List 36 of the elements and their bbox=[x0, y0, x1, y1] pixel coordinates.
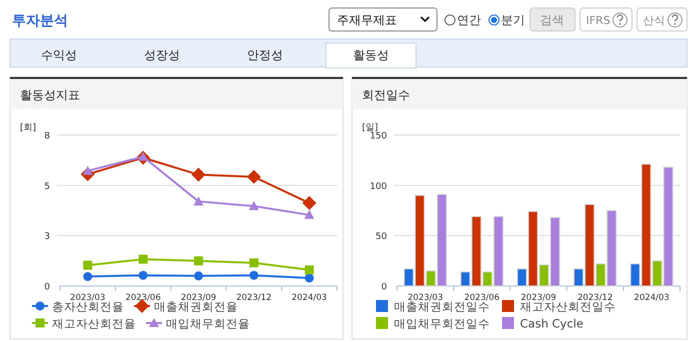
point bbox=[304, 265, 314, 274]
legend-label: 매입채무회전일수 bbox=[394, 316, 490, 330]
chart-title: 활동성지표 bbox=[20, 88, 80, 102]
point bbox=[304, 273, 314, 282]
point bbox=[194, 256, 203, 266]
point bbox=[83, 260, 92, 270]
y-tick-label: 150 bbox=[370, 132, 388, 142]
point bbox=[192, 168, 206, 182]
y-axis-title: [일] bbox=[362, 123, 378, 133]
y-axis-title: [회] bbox=[20, 123, 36, 133]
point bbox=[138, 270, 148, 280]
point bbox=[249, 270, 258, 280]
point bbox=[304, 210, 314, 219]
point bbox=[138, 254, 148, 264]
x-tick-label: 2024/03 bbox=[634, 293, 670, 303]
point bbox=[246, 170, 261, 184]
y-tick-label: 0 bbox=[44, 282, 50, 292]
legend-label: 재고자산회전율 bbox=[52, 316, 136, 330]
x-tick-label: 2023/12 bbox=[236, 293, 272, 303]
legend-label: 매입채무회전율 bbox=[166, 316, 250, 330]
y-tick-label: 0 bbox=[381, 282, 388, 292]
chart-title: 회전일수 bbox=[362, 88, 410, 102]
page-header: 투자분석 주재무제표 연간 분기 검색 IFRS 산식 수익성 성장성 안정성 활동성 bbox=[10, 8, 688, 68]
y-tick-label: 8 bbox=[44, 132, 50, 142]
point bbox=[194, 271, 203, 280]
x-tick-label: 2024/03 bbox=[292, 293, 327, 303]
y-tick-label: 50 bbox=[376, 232, 388, 242]
y-tick-label: 100 bbox=[370, 182, 388, 192]
point bbox=[194, 196, 204, 206]
legend-label: Cash Cycle bbox=[520, 316, 584, 330]
point bbox=[249, 258, 258, 268]
point bbox=[302, 196, 316, 210]
y-tick-label: 5 bbox=[44, 182, 50, 192]
y-tick-label: 3 bbox=[44, 232, 50, 242]
point bbox=[248, 201, 259, 210]
point bbox=[83, 272, 92, 282]
